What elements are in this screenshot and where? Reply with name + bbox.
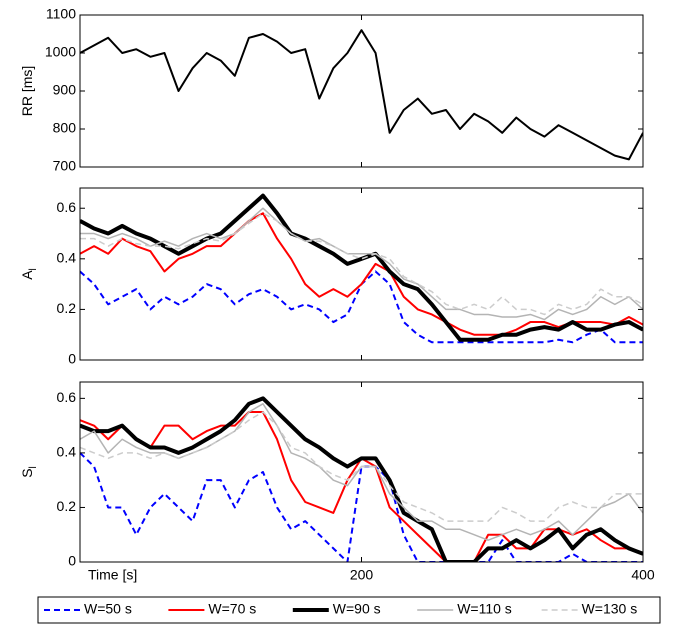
y-tick-label: 0: [68, 351, 76, 367]
legend-label: W=110 s: [457, 601, 512, 617]
legend-label: W=70 s: [208, 601, 256, 617]
data-line: [80, 212, 643, 316]
y-tick-label: 0: [68, 553, 76, 569]
data-line: [80, 193, 643, 342]
panel: 0 0.2 0.4 0.6 200 400 Time [s] Sl: [19, 381, 655, 583]
legend-label: W=50 s: [84, 601, 132, 617]
y-axis-label-main: S: [19, 468, 35, 477]
y-axis-label-subscript: l: [28, 268, 39, 270]
y-tick-label: 700: [53, 158, 77, 174]
y-tick-label: 800: [53, 120, 77, 136]
y-axis-label: Sl: [19, 466, 39, 478]
y-tick-label: 0.6: [57, 199, 77, 215]
axes-frame: [79, 14, 644, 168]
data-line: [80, 207, 643, 321]
y-tick-label: 0.4: [57, 250, 77, 266]
y-tick-label: 1100: [46, 6, 76, 22]
data-line: [80, 411, 643, 522]
axes-frame: [79, 187, 644, 361]
y-tick-label: 1000: [45, 44, 76, 60]
data-line: [80, 411, 643, 562]
data-line: [80, 270, 643, 344]
y-axis-label-main: RR [ms]: [19, 66, 35, 117]
y-tick-label: 900: [53, 82, 77, 98]
y-tick-label: 0.2: [57, 498, 77, 514]
x-tick-label: 400: [631, 567, 655, 583]
y-axis-label-subscript: l: [28, 466, 39, 468]
panel: 700 800 900 1000 1100 RR [ms]: [19, 6, 644, 174]
legend-label: W=90 s: [333, 601, 381, 617]
y-axis-label: Al: [19, 268, 39, 280]
panel: 0 0.2 0.4 0.6 Al: [19, 187, 644, 367]
data-line: [80, 396, 643, 562]
x-axis-label: Time [s]: [88, 567, 137, 583]
data-line: [80, 452, 643, 562]
y-tick-label: 0.4: [57, 444, 77, 460]
y-tick-label: 0.6: [57, 389, 77, 405]
data-line: [80, 212, 643, 336]
x-tick-label: 200: [350, 567, 374, 583]
data-line: [80, 29, 643, 161]
y-tick-label: 0.2: [57, 300, 77, 316]
y-axis-label-main: A: [19, 270, 35, 280]
legend-label: W=130 s: [582, 601, 638, 617]
y-axis-label: RR [ms]: [19, 66, 35, 117]
